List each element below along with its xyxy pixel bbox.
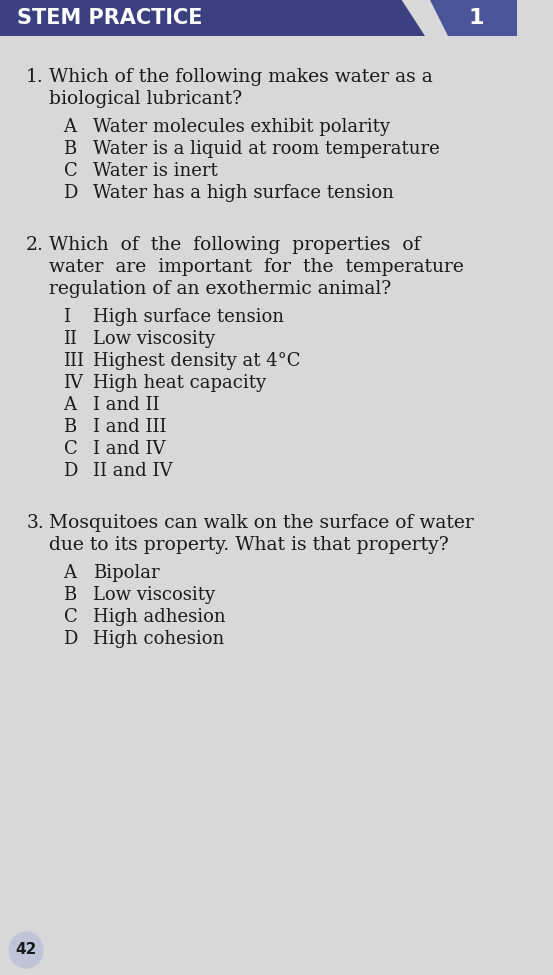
Text: Water is a liquid at room temperature: Water is a liquid at room temperature xyxy=(93,140,440,158)
Text: III: III xyxy=(64,352,85,370)
Text: D: D xyxy=(64,184,78,202)
Text: 1: 1 xyxy=(468,8,484,28)
Text: B: B xyxy=(64,140,77,158)
Text: 1.: 1. xyxy=(26,68,44,86)
Text: biological lubricant?: biological lubricant? xyxy=(49,90,242,108)
Text: Mosquitoes can walk on the surface of water: Mosquitoes can walk on the surface of wa… xyxy=(49,514,473,532)
Text: II: II xyxy=(64,330,77,348)
Text: Water is inert: Water is inert xyxy=(93,162,218,180)
Text: C: C xyxy=(64,162,77,180)
Text: Highest density at 4°C: Highest density at 4°C xyxy=(93,352,301,370)
Text: High cohesion: High cohesion xyxy=(93,630,225,648)
Text: I and II: I and II xyxy=(93,396,160,414)
Text: 42: 42 xyxy=(15,943,37,957)
Text: C: C xyxy=(64,608,77,626)
Text: I and IV: I and IV xyxy=(93,440,166,458)
Text: Water has a high surface tension: Water has a high surface tension xyxy=(93,184,394,202)
Text: I and III: I and III xyxy=(93,418,167,436)
Text: Water molecules exhibit polarity: Water molecules exhibit polarity xyxy=(93,118,390,136)
Text: II and IV: II and IV xyxy=(93,462,173,480)
Text: Which of the following makes water as a: Which of the following makes water as a xyxy=(49,68,432,86)
Text: B: B xyxy=(64,586,77,604)
Text: A: A xyxy=(64,564,76,582)
Text: C: C xyxy=(64,440,77,458)
Text: High adhesion: High adhesion xyxy=(93,608,226,626)
Text: Low viscosity: Low viscosity xyxy=(93,330,216,348)
Text: A: A xyxy=(64,396,76,414)
Text: water  are  important  for  the  temperature: water are important for the temperature xyxy=(49,258,463,276)
Text: High heat capacity: High heat capacity xyxy=(93,374,267,392)
Text: D: D xyxy=(64,630,78,648)
Text: I: I xyxy=(64,308,71,326)
Polygon shape xyxy=(430,0,517,36)
Text: IV: IV xyxy=(64,374,84,392)
Text: High surface tension: High surface tension xyxy=(93,308,284,326)
Text: B: B xyxy=(64,418,77,436)
Text: A: A xyxy=(64,118,76,136)
Text: due to its property. What is that property?: due to its property. What is that proper… xyxy=(49,536,448,554)
Text: Which  of  the  following  properties  of: Which of the following properties of xyxy=(49,236,420,254)
Text: D: D xyxy=(64,462,78,480)
Polygon shape xyxy=(0,0,425,36)
Text: 3.: 3. xyxy=(26,514,44,532)
Text: regulation of an exothermic animal?: regulation of an exothermic animal? xyxy=(49,280,391,298)
Text: 2.: 2. xyxy=(26,236,44,254)
Circle shape xyxy=(9,932,43,968)
Text: Bipolar: Bipolar xyxy=(93,564,160,582)
Text: STEM PRACTICE: STEM PRACTICE xyxy=(17,8,202,28)
Text: Low viscosity: Low viscosity xyxy=(93,586,216,604)
